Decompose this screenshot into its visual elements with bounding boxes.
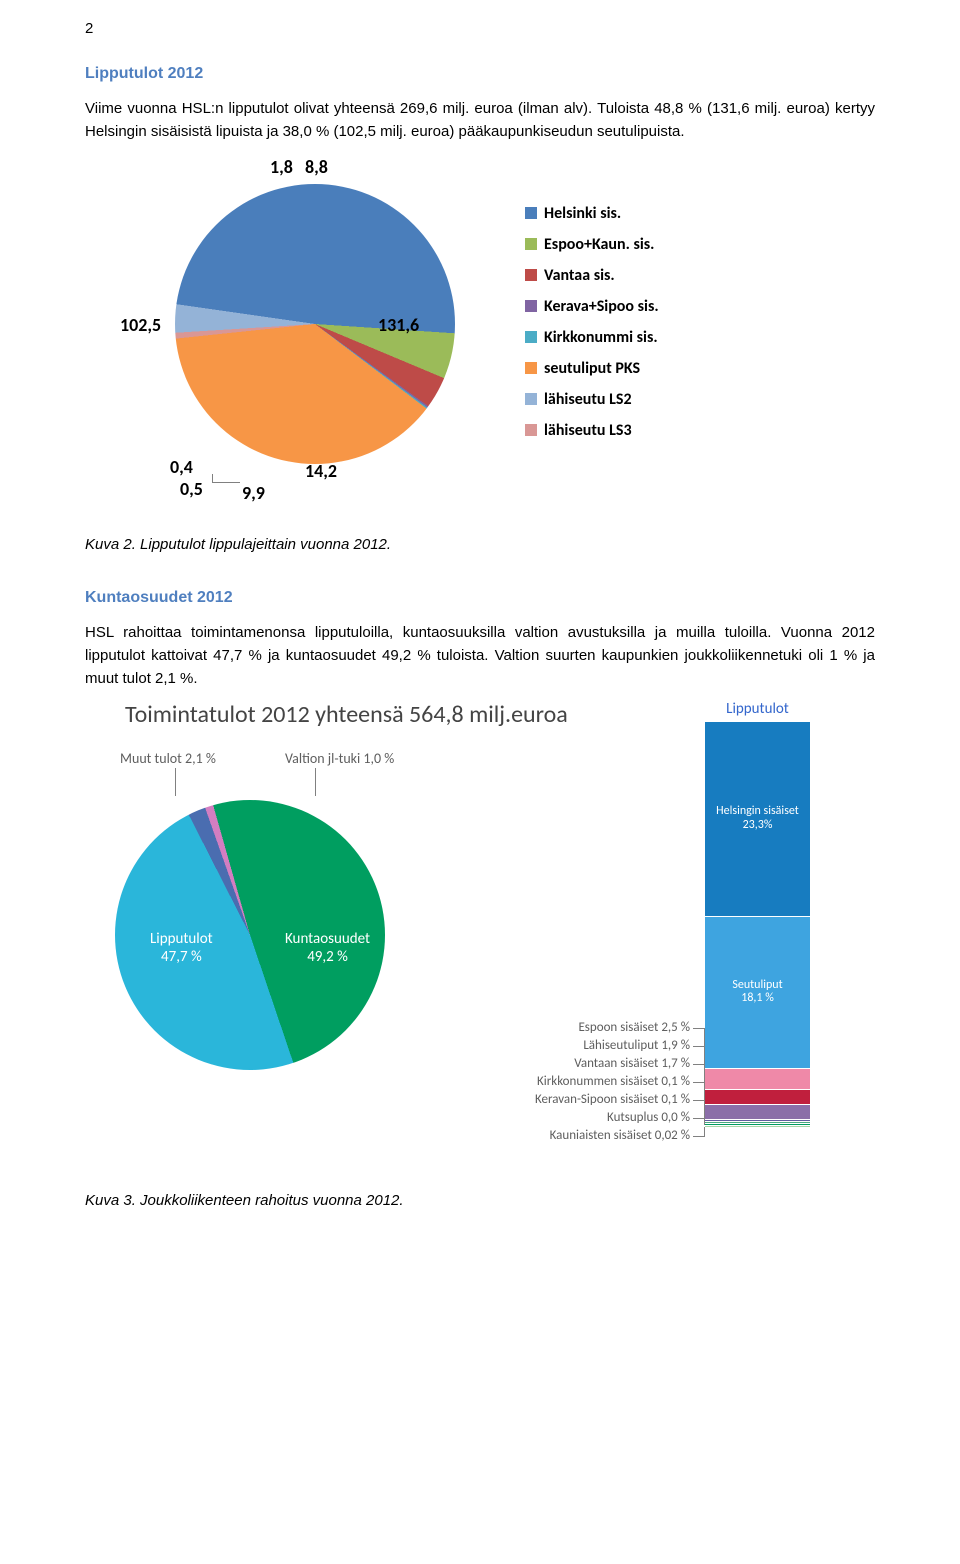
legend-swatch [525,269,537,281]
bar-segment: Seutuliput18,1 % [705,917,810,1068]
legend-item: Vantaa sis. [525,266,659,285]
chart2-callout-valtion: Valtion jl-tuki 1,0 % [285,750,394,767]
bar-side-label: Kutsuplus 0,0 % [490,1110,690,1125]
legend-label: lähiseutu LS3 [544,421,632,440]
bar-side-label: Lähiseutuliput 1,9 % [490,1038,690,1053]
legend-swatch [525,300,537,312]
legend-label: Vantaa sis. [544,266,615,285]
chart2-inlabel-lipputulot: Lipputulot47,7 % [150,930,213,966]
legend-label: Helsinki sis. [544,204,621,223]
page-number: 2 [85,20,875,37]
legend-item: Helsinki sis. [525,204,659,223]
bar-side-label: Kauniaisten sisäiset 0,02 % [490,1128,690,1143]
legend-item: lähiseutu LS2 [525,390,659,409]
legend-item: Kerava+Sipoo sis. [525,297,659,316]
bar-side-label: Keravan-Sipoon sisäiset 0,1 % [490,1092,690,1107]
section1-heading: Lipputulot 2012 [85,65,875,83]
bar-segment: Helsingin sisäiset23,3% [705,722,810,917]
section2-paragraph: HSL rahoittaa toimintamenonsa lipputuloi… [85,621,875,691]
legend-swatch [525,331,537,343]
legend-item: Espoo+Kaun. sis. [525,235,659,254]
legend-label: lähiseutu LS2 [544,390,632,409]
chart1-pie: 1,8 8,8 131,6 102,5 0,4 0,5 9,9 14,2 Hel… [85,154,785,514]
legend-swatch [525,393,537,405]
bar-segment [705,1069,810,1090]
section1-paragraph: Viime vuonna HSL:n lipputulot olivat yht… [85,97,875,144]
pie1-label-bl3: 9,9 [242,482,265,504]
chart2-callout-muut: Muut tulot 2,1 % [120,750,216,767]
legend-label: seutuliput PKS [544,359,640,378]
legend-item: lähiseutu LS3 [525,421,659,440]
pie1-label-bl1: 0,4 [170,456,193,478]
legend-label: Kerava+Sipoo sis. [544,297,659,316]
legend-item: Kirkkonummi sis. [525,328,659,347]
pie1-label-bl4: 14,2 [305,460,337,482]
chart1-legend: Helsinki sis. Espoo+Kaun. sis. Vantaa sis.… [525,204,659,452]
legend-swatch [525,424,537,436]
legend-swatch [525,362,537,374]
bar-side-label: Vantaan sisäiset 1,7 % [490,1056,690,1071]
bar-segment [705,1090,810,1106]
pie1-label-rightbig: 131,6 [378,314,419,336]
chart2-inlabel-kuntaosuudet: Kuntaosuudet49,2 % [285,930,370,966]
legend-label: Kirkkonummi sis. [544,328,658,347]
caption1: Kuva 2. Lipputulot lippulajeittain vuonn… [85,536,875,553]
pie1-label-top2: 8,8 [305,156,328,178]
legend-item: seutuliput PKS [525,359,659,378]
bar-side-label: Kirkkonummen sisäiset 0,1 % [490,1074,690,1089]
bar-segment [705,1105,810,1119]
legend-swatch [525,238,537,250]
pie1-label-top1: 1,8 [270,156,293,178]
chart2-bar: Helsingin sisäiset23,3%Seutuliput18,1 % [705,722,810,1127]
chart2-bar-title: Lipputulot [705,700,810,718]
pie1-label-leftbig: 102,5 [120,314,161,336]
caption2: Kuva 3. Joukkoliikenteen rahoitus vuonna… [85,1192,875,1209]
section2-heading: Kuntaosuudet 2012 [85,589,875,607]
bar-segment [705,1126,810,1128]
bar-side-label: Espoon sisäiset 2,5 % [490,1020,690,1035]
legend-swatch [525,207,537,219]
legend-label: Espoo+Kaun. sis. [544,235,654,254]
pie1-label-bl2: 0,5 [180,478,203,500]
chart2: Toimintatulot 2012 yhteensä 564,8 milj.e… [85,700,845,1170]
